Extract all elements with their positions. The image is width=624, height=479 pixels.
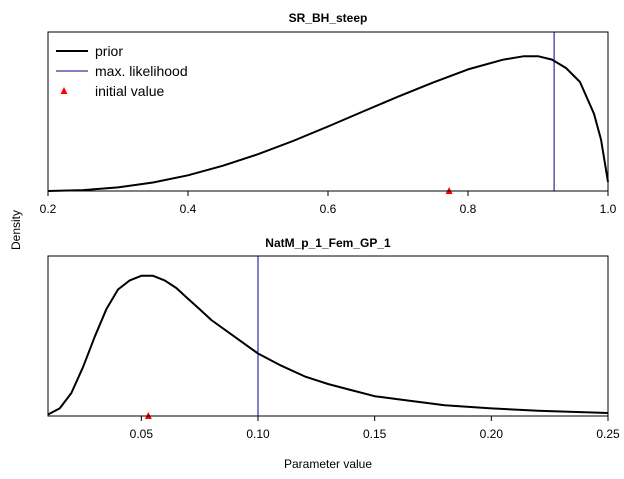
shared-x-label: Parameter value [284,457,372,471]
x-tick-label: 1.0 [600,202,617,216]
series-line-prior [47,274,609,416]
x-tick-label: 0.2 [40,202,57,216]
x-tick-label: 0.8 [460,202,477,216]
legend: prior max. likelihood initial value [56,43,188,99]
legend-swatch-initial-value [60,87,68,94]
panel-natm-p-1-fem-gp-1: NatM_p_1_Fem_GP_1 0.05 0.10 0.15 0.20 0.25 [47,236,620,441]
panel-title: NatM_p_1_Fem_GP_1 [265,236,391,250]
x-tick-label: 0.4 [180,202,197,216]
x-tick-label: 0.10 [246,427,270,441]
x-tick-label: 0.20 [480,427,504,441]
x-tick-label: 0.15 [363,427,387,441]
legend-label-max-likelihood: max. likelihood [95,63,188,79]
panel-sr-bh-steep: SR_BH_steep 0.2 0.4 0.6 0.8 1.0 [40,11,617,216]
panel-title: SR_BH_steep [289,11,368,25]
x-tick-label: 0.6 [320,202,337,216]
series-line-prior [47,55,609,192]
legend-label-prior: prior [95,43,123,59]
plot-frame [47,255,609,417]
legend-label-initial-value: initial value [95,83,164,99]
x-tick-label: 0.05 [130,427,154,441]
shared-y-label: Density [9,210,23,250]
x-tick-label: 0.25 [596,427,620,441]
